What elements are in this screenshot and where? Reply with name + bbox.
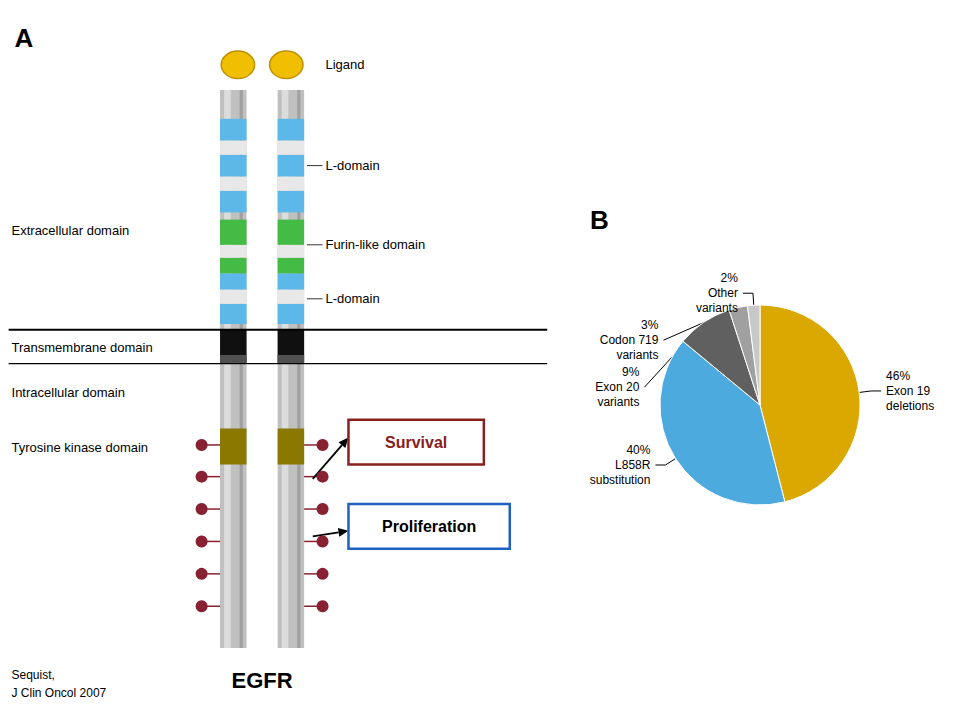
svg-text:substitution: substitution [590,473,651,487]
svg-text:L-domain: L-domain [325,291,379,306]
svg-text:Intracellular domain: Intracellular domain [12,385,125,400]
svg-text:L-domain: L-domain [325,158,379,173]
svg-text:Exon 19: Exon 19 [886,384,930,398]
svg-text:A: A [14,23,33,53]
svg-text:J Clin Oncol 2007: J Clin Oncol 2007 [12,686,107,700]
svg-text:Proliferation: Proliferation [382,518,476,535]
svg-text:variants: variants [696,301,738,315]
svg-text:9%: 9% [622,365,640,379]
svg-text:Sequist,: Sequist, [12,668,55,682]
svg-text:46%: 46% [886,369,910,383]
svg-text:Furin-like domain: Furin-like domain [325,237,425,252]
svg-text:Tyrosine kinase domain: Tyrosine kinase domain [12,440,149,455]
svg-text:Codon 719: Codon 719 [600,333,659,347]
svg-text:deletions: deletions [886,399,934,413]
svg-text:variants: variants [616,348,658,362]
svg-text:Exon 20: Exon 20 [595,380,639,394]
svg-text:variants: variants [597,395,639,409]
svg-text:B: B [590,205,609,235]
svg-text:Transmembrane domain: Transmembrane domain [12,340,153,355]
svg-text:L858R: L858R [615,458,651,472]
svg-text:2%: 2% [721,271,739,285]
svg-text:3%: 3% [641,318,659,332]
svg-text:Ligand: Ligand [325,57,364,72]
svg-text:40%: 40% [626,443,650,457]
svg-text:Other: Other [708,286,738,300]
svg-text:Extracellular domain: Extracellular domain [12,223,130,238]
svg-text:EGFR: EGFR [232,668,293,693]
svg-text:Survival: Survival [385,434,447,451]
